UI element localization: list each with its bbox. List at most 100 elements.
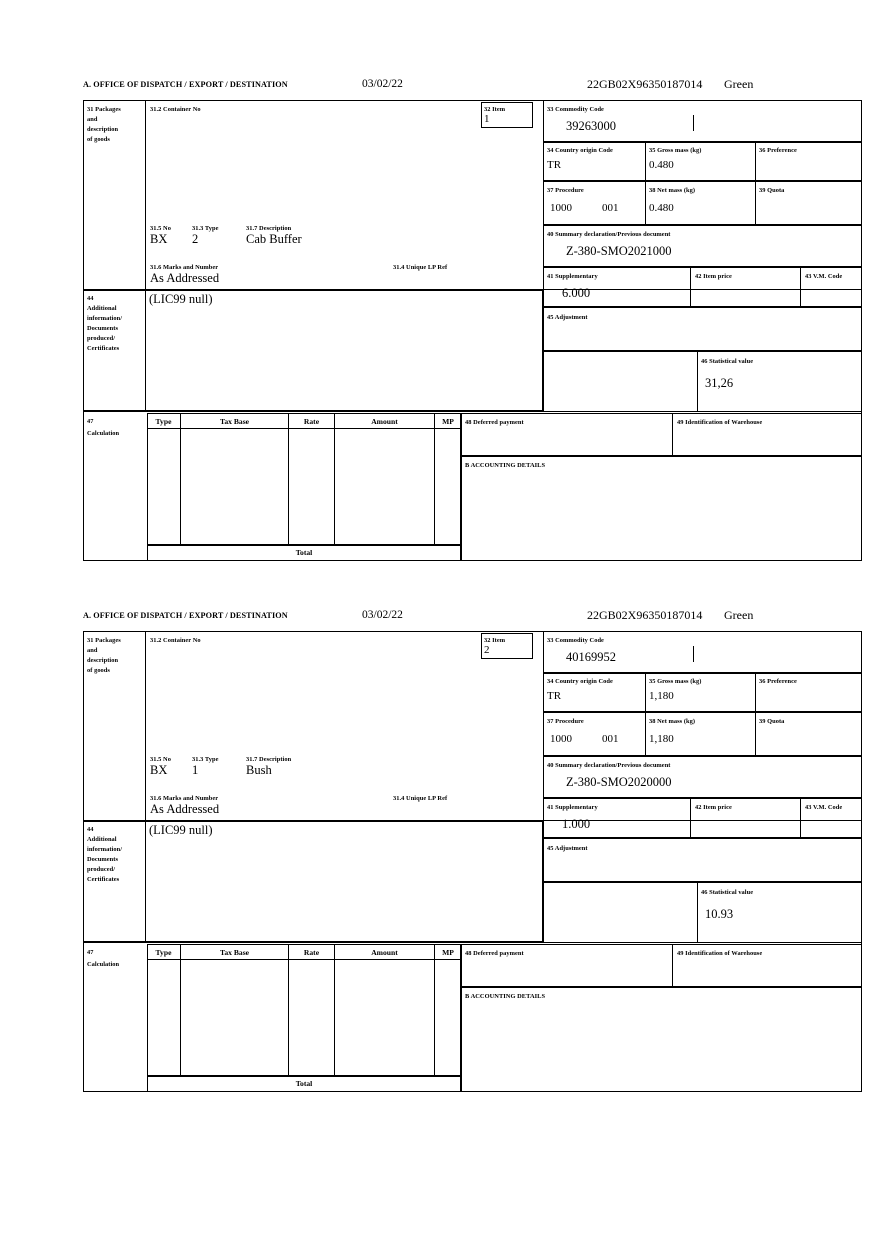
- box-32-item-value: 1: [484, 113, 490, 125]
- box-31-6-marks-label: 31.6 Marks and Number: [150, 264, 219, 271]
- calc-col-divider-rate: [334, 944, 336, 1076]
- box-46-dotted-top: [543, 351, 697, 352]
- box-31-4-unique-lp-ref-label: 31.4 Unique LP Ref: [393, 795, 448, 802]
- box-34-value: TR: [547, 159, 562, 171]
- box-37-additional-value: 001: [602, 733, 619, 745]
- box-47-label-line1: 47: [87, 949, 94, 956]
- box-31-6-marks-label: 31.6 Marks and Number: [150, 795, 219, 802]
- box-35-value: 1,180: [649, 690, 674, 702]
- box-34-value: TR: [547, 690, 562, 702]
- box-34-35-divider: [645, 673, 647, 712]
- box-32-item-label: 32 Item: [484, 106, 506, 113]
- calculation-total-row: [147, 545, 461, 561]
- box-44-label-line4: Documents: [87, 325, 118, 332]
- box-31-label-line2: and: [87, 116, 98, 123]
- box-36-label: 36 Preference: [759, 147, 797, 154]
- box-40-previous-document: [543, 225, 862, 267]
- calc-col-divider-rate: [334, 413, 336, 545]
- box-33-inner-tick: [693, 115, 695, 131]
- box-43-label: 43 V.M. Code: [805, 273, 843, 280]
- box-31-7-description-value: Cab Buffer: [246, 232, 302, 246]
- box-46-dotted-left: [543, 351, 544, 412]
- box-31-2-container-no-label: 31.2 Container No: [150, 637, 201, 644]
- box-44-label-line5: produced/: [87, 866, 116, 873]
- box-41-42-43-row: [543, 798, 862, 838]
- box-31-label-line4: of goods: [87, 136, 110, 143]
- box-44-label-line5: produced/: [87, 335, 116, 342]
- box-42-43-divider: [800, 267, 802, 307]
- box-31-7-description-value: Bush: [246, 763, 272, 777]
- box-40-value: Z-380-SMO2020000: [566, 775, 672, 789]
- box-44-label-line1: 44: [87, 826, 94, 833]
- box-b-label: B ACCOUNTING DETAILS: [465, 993, 546, 1000]
- box-38-value: 0.480: [649, 202, 674, 214]
- box-32-item: [481, 102, 533, 128]
- box-37-label: 37 Procedure: [547, 718, 584, 725]
- lane-value: Green: [724, 77, 754, 91]
- box-47-label-line2: Calculation: [87, 961, 120, 968]
- box-31-3-type-value: 2: [192, 232, 199, 246]
- box-33-label: 33 Commodity Code: [547, 106, 604, 113]
- box-31-6-marks-value: As Addressed: [150, 802, 220, 816]
- box-41-42-divider: [690, 267, 692, 307]
- calculation-table: [147, 944, 461, 1076]
- office-of-dispatch-label: A. OFFICE OF DISPATCH / EXPORT / DESTINA…: [83, 611, 288, 620]
- box-44-value: (LIC99 null): [149, 823, 213, 837]
- box-48-label: 48 Deferred payment: [465, 950, 524, 957]
- box-b-accounting-details: [461, 456, 862, 561]
- calc-header-rate: Rate: [303, 417, 320, 426]
- box-45-label: 45 Adjustment: [547, 314, 588, 321]
- box-34-35-divider: [645, 142, 647, 181]
- box-45-adjustment: [543, 307, 862, 351]
- box-46-dotted-top: [543, 882, 697, 883]
- box-40-value: Z-380-SMO2021000: [566, 244, 672, 258]
- calc-col-divider-type: [180, 413, 182, 545]
- box-37-additional-value: 001: [602, 202, 619, 214]
- box-31-5-no-label: 31.5 No: [150, 756, 171, 763]
- calc-header-type: Type: [155, 948, 172, 957]
- box-44-additional-information: [83, 821, 543, 942]
- box-31-3-type-value: 1: [192, 763, 199, 777]
- calc-col-divider-taxbase: [288, 413, 290, 545]
- box-34-label: 34 Country origin Code: [547, 678, 613, 685]
- box-47-label-line2: Calculation: [87, 430, 120, 437]
- box-38-label: 38 Net mass (kg): [649, 718, 696, 725]
- box-33-commodity-code: [543, 631, 862, 673]
- box-44-label-line4: Documents: [87, 856, 118, 863]
- box-48-49-row: [461, 413, 862, 456]
- box-46-value: 31,26: [705, 376, 734, 390]
- declaration-date: 03/02/22: [362, 609, 403, 621]
- box-32-item: [481, 633, 533, 659]
- box-48-49-divider: [672, 944, 674, 987]
- box-31-label-line1: 31 Packages: [87, 637, 121, 644]
- box-44-label-line3: information/: [87, 315, 123, 322]
- box-38-label: 38 Net mass (kg): [649, 187, 696, 194]
- box-34-35-36-row: [543, 673, 862, 712]
- box-31-3-type-label: 31.3 Type: [192, 756, 219, 763]
- calculation-header-rule: [147, 959, 461, 961]
- box-39-label: 39 Quota: [759, 718, 785, 725]
- box-45-label: 45 Adjustment: [547, 845, 588, 852]
- box-33-value: 39263000: [566, 119, 616, 133]
- box-39-label: 39 Quota: [759, 187, 785, 194]
- box-37-38-39-row: [543, 712, 862, 756]
- box-37-value: 1000: [550, 733, 572, 745]
- calculation-total-label: Total: [295, 1079, 313, 1088]
- box-48-label: 48 Deferred payment: [465, 419, 524, 426]
- box-b-label: B ACCOUNTING DETAILS: [465, 462, 546, 469]
- box-34-label: 34 Country origin Code: [547, 147, 613, 154]
- box-36-label: 36 Preference: [759, 678, 797, 685]
- box-46-divider: [697, 351, 699, 412]
- box-45-adjustment: [543, 838, 862, 882]
- box-31-5-no-value: BX: [150, 763, 168, 777]
- box-35-value: 0.480: [649, 159, 674, 171]
- box-33-inner-tick: [693, 646, 695, 662]
- calculation-total-row: [147, 1076, 461, 1092]
- box-b-accounting-details: [461, 987, 862, 1092]
- box-31-3-type-label: 31.3 Type: [192, 225, 219, 232]
- box-37-label: 37 Procedure: [547, 187, 584, 194]
- calc-header-amount: Amount: [371, 948, 398, 957]
- box-31-6-marks-value: As Addressed: [150, 271, 220, 285]
- box-37-38-divider: [645, 181, 647, 225]
